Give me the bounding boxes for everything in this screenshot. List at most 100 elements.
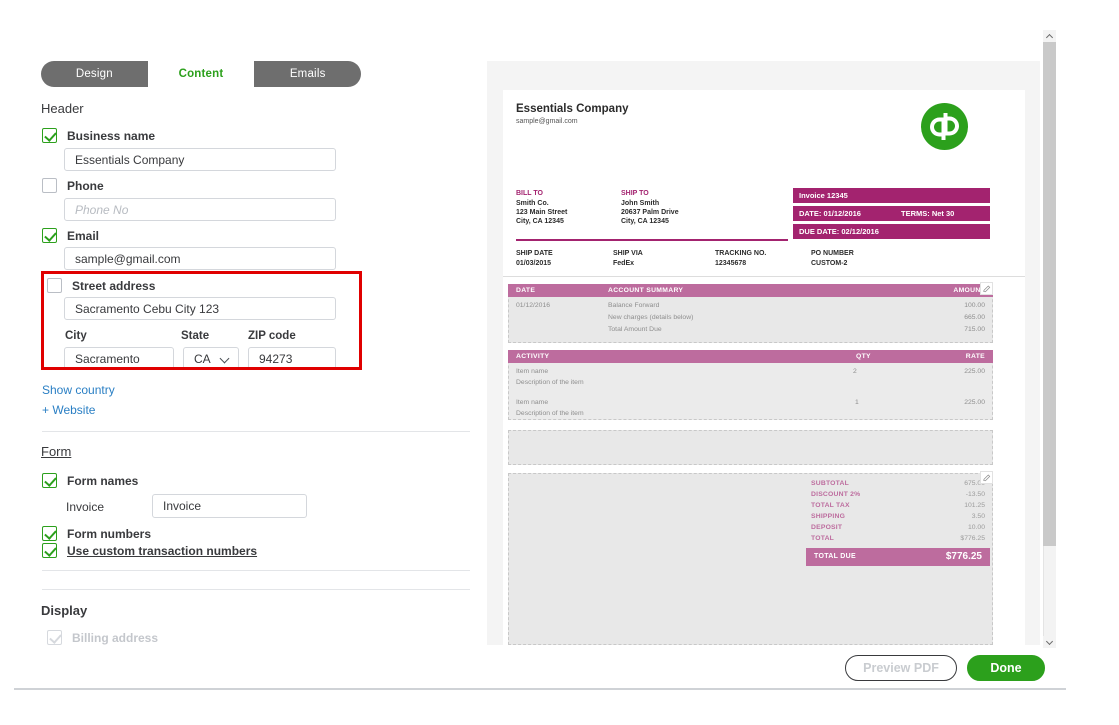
meta-divider [503, 276, 1025, 277]
page-scrollbar-thumb[interactable] [1043, 41, 1056, 546]
activity-row-2-rate: 225.00 [964, 399, 985, 406]
show-country-link[interactable]: Show country [42, 383, 115, 397]
tab-content[interactable]: Content [147, 61, 255, 87]
chevron-down-icon [221, 354, 230, 363]
bill-to-line-3: City, CA 12345 [516, 218, 564, 225]
zip-input[interactable]: 94273 [248, 347, 336, 370]
ship-to-line-3: City, CA 12345 [621, 218, 669, 225]
activity-col-qty: QTY [856, 353, 871, 360]
phone-checkbox[interactable] [42, 178, 57, 193]
summary-row-3-desc: Total Amount Due [608, 326, 662, 333]
activity-row-2-name: Item name [516, 399, 549, 406]
ship-to-line-1: John Smith [621, 200, 660, 207]
divider-form-display-1 [42, 570, 470, 571]
invoice-due-date-bar: DUE DATE: 02/12/2016 [793, 224, 990, 239]
ship-via-value: FedEx [613, 260, 635, 267]
ship-to-line-2: 20637 Palm Drive [621, 209, 679, 216]
total-label-subtotal: SUBTOTAL [811, 480, 849, 487]
summary-row-1-desc: Balance Forward [608, 302, 660, 309]
total-value-deposit: 10.00 [967, 524, 985, 531]
summary-col-amount: AMOUNT [953, 287, 985, 294]
activity-col-rate: RATE [965, 353, 985, 360]
zip-label: ZIP code [248, 330, 296, 342]
tracking-no-value: 12345678 [715, 260, 747, 267]
total-label-shipping: SHIPPING [811, 513, 846, 520]
customize-tabs: Design Content Emails [41, 61, 361, 87]
business-name-checkbox[interactable] [42, 128, 57, 143]
edit-summary-pencil-icon[interactable] [980, 282, 993, 295]
invoice-name-input[interactable]: Invoice [152, 494, 307, 518]
tab-design[interactable]: Design [75, 68, 113, 80]
billing-address-checkbox[interactable] [47, 630, 62, 645]
state-label: State [181, 330, 210, 342]
total-value-total: $776.25 [960, 535, 985, 542]
checkbox-row-street-address[interactable]: Street address [47, 278, 155, 293]
email-checkbox[interactable] [42, 228, 57, 243]
content-settings-panel: Design Content Emails Header Business na… [0, 0, 470, 655]
form-numbers-checkbox[interactable] [42, 526, 57, 541]
activity-row-2-description: Description of the item [516, 410, 584, 417]
state-select-value: CA [194, 351, 211, 366]
checkbox-row-form-names[interactable]: Form names [42, 473, 138, 488]
street-address-input[interactable]: Sacramento Cebu City 123 [64, 297, 336, 320]
custom-transaction-numbers-checkbox[interactable] [42, 543, 57, 558]
bill-ship-divider [516, 239, 788, 241]
business-name-label: Business name [67, 128, 156, 143]
section-heading-form: Form [41, 444, 72, 459]
checkbox-row-email[interactable]: Email [42, 228, 99, 243]
activity-row-1-rate: 225.00 [964, 368, 985, 375]
state-select[interactable]: CA [183, 347, 239, 370]
checkbox-row-form-numbers[interactable]: Form numbers [42, 526, 151, 541]
add-website-link[interactable]: + Website [42, 403, 96, 417]
summary-row-1-amount: 100.00 [964, 302, 985, 309]
summary-row-2-amount: 665.00 [964, 314, 985, 321]
edit-totals-pencil-icon[interactable] [980, 471, 993, 484]
invoice-number-bar: Invoice 12345 [793, 188, 990, 203]
street-address-checkbox[interactable] [47, 278, 62, 293]
form-names-checkbox[interactable] [42, 473, 57, 488]
city-label: City [65, 330, 87, 342]
message-block[interactable] [508, 430, 993, 465]
scroll-up-arrow-icon[interactable] [1043, 30, 1056, 42]
tracking-no-label: TRACKING NO. [715, 250, 767, 257]
ship-to-heading: SHIP TO [621, 190, 649, 197]
form-numbers-label: Form numbers [67, 526, 152, 541]
total-due-value: $776.25 [945, 551, 982, 562]
checkbox-row-billing-address[interactable]: Billing address [47, 630, 158, 645]
total-label-discount: DISCOUNT 2% [811, 491, 861, 498]
preview-company-name: Essentials Company [516, 103, 629, 115]
custom-transaction-numbers-label: Use custom transaction numbers [67, 543, 258, 558]
ship-date-label: SHIP DATE [516, 250, 553, 257]
city-input[interactable]: Sacramento [64, 347, 174, 370]
business-name-input[interactable]: Essentials Company [64, 148, 336, 171]
po-number-value: CUSTOM-2 [811, 260, 848, 267]
done-button[interactable]: Done [967, 655, 1045, 681]
total-value-subtotal: 675.00 [964, 480, 985, 487]
invoice-date-terms-bar: DATE: 01/12/2016 TERMS: Net 30 [793, 206, 990, 221]
preview-pdf-button[interactable]: Preview PDF [845, 655, 957, 681]
checkbox-row-business-name[interactable]: Business name [42, 128, 155, 143]
total-label-total-tax: TOTAL TAX [811, 502, 850, 509]
total-value-discount: -13.50 [965, 491, 985, 498]
invoice-row-label: Invoice [66, 500, 105, 514]
email-input[interactable]: sample@gmail.com [64, 247, 336, 270]
quickbooks-logo-icon [921, 103, 968, 150]
total-value-total-tax: 101.25 [964, 502, 985, 509]
billing-address-label: Billing address [72, 630, 159, 645]
preview-company-email: sample@gmail.com [516, 118, 578, 125]
checkbox-row-phone[interactable]: Phone [42, 178, 104, 193]
po-number-label: PO NUMBER [811, 250, 854, 257]
scroll-down-arrow-icon[interactable] [1043, 636, 1056, 648]
phone-input[interactable]: Phone No [64, 198, 336, 221]
summary-row-3-amount: 715.00 [964, 326, 985, 333]
bill-to-line-1: Smith Co. [516, 200, 549, 207]
summary-col-account: ACCOUNT SUMMARY [608, 287, 684, 294]
bill-to-heading: BILL TO [516, 190, 543, 197]
form-names-label: Form names [67, 473, 139, 488]
checkbox-row-custom-transaction-numbers[interactable]: Use custom transaction numbers [42, 543, 257, 558]
account-summary-header-row: DATE ACCOUNT SUMMARY AMOUNT [508, 284, 993, 297]
summary-row-2-desc: New charges (details below) [608, 314, 694, 321]
tab-emails[interactable]: Emails [289, 68, 326, 80]
phone-label: Phone [67, 178, 104, 193]
